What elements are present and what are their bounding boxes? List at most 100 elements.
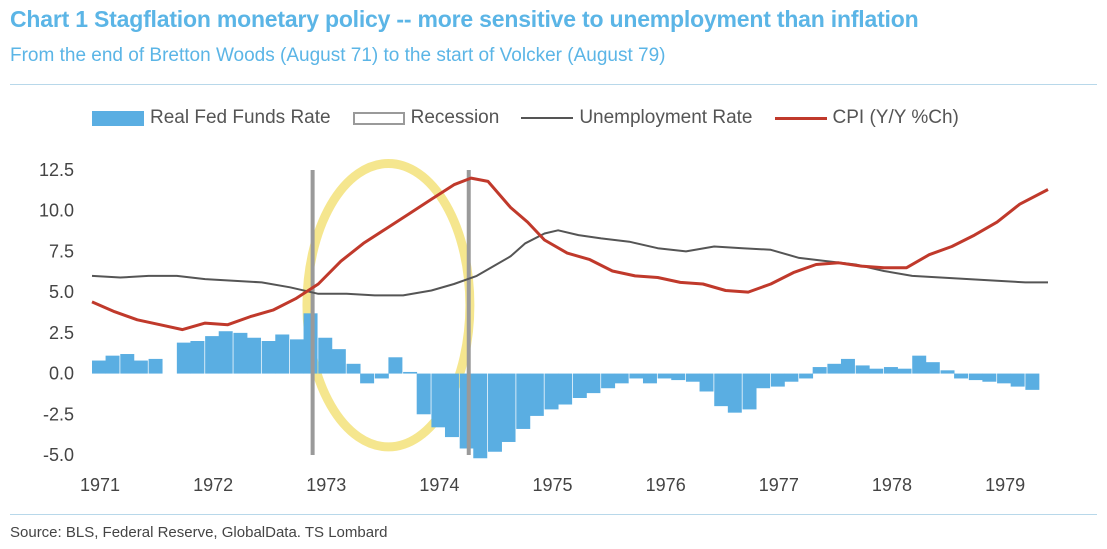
- bar-real-fed-funds: [742, 373, 757, 410]
- bar-real-fed-funds: [289, 339, 304, 374]
- legend-label: Unemployment Rate: [579, 107, 753, 128]
- bar-real-fed-funds: [444, 373, 459, 438]
- bar-real-fed-funds: [473, 373, 488, 459]
- y-tick-label: 7.5: [49, 241, 74, 261]
- y-tick-label: 5.0: [49, 282, 74, 302]
- bar-real-fed-funds: [1010, 373, 1025, 387]
- bar-real-fed-funds: [657, 373, 672, 379]
- x-tick-label: 1973: [306, 475, 346, 495]
- bar-real-fed-funds: [827, 363, 842, 374]
- bar-real-fed-funds: [487, 373, 502, 452]
- bar-real-fed-funds: [727, 373, 742, 413]
- cpi-line: [91, 176, 1049, 332]
- bar-real-fed-funds: [671, 373, 686, 381]
- bar-real-fed-funds: [190, 341, 205, 374]
- bar-real-fed-funds: [303, 313, 318, 374]
- y-tick-label: 12.5: [39, 160, 74, 180]
- bar-real-fed-funds: [360, 373, 375, 384]
- bar-real-fed-funds: [246, 337, 261, 374]
- bar-real-fed-funds: [318, 337, 333, 374]
- bar-real-fed-funds: [756, 373, 771, 389]
- legend-item-unemployment: Unemployment Rate: [521, 107, 753, 129]
- bar-real-fed-funds: [346, 363, 361, 374]
- bar-real-fed-funds: [176, 342, 191, 374]
- bar-real-fed-funds: [883, 367, 898, 374]
- bar-real-fed-funds: [840, 358, 855, 374]
- x-tick-label: 1978: [872, 475, 912, 495]
- bar-real-fed-funds: [544, 373, 559, 410]
- legend-swatch-bar: [92, 110, 144, 126]
- bar-real-fed-funds: [572, 373, 587, 398]
- x-tick-label: 1977: [759, 475, 799, 495]
- legend-label: Real Fed Funds Rate: [150, 107, 331, 128]
- bar-real-fed-funds: [770, 373, 785, 387]
- bar-real-fed-funds: [954, 373, 969, 379]
- bar-real-fed-funds: [233, 332, 248, 374]
- bar-real-fed-funds: [869, 368, 884, 374]
- y-tick-label: -5.0: [43, 445, 74, 465]
- bar-real-fed-funds: [699, 373, 714, 392]
- bar-real-fed-funds: [516, 373, 531, 429]
- chart-title: Chart 1 Stagflation monetary policy -- m…: [10, 6, 919, 32]
- bar-real-fed-funds: [148, 358, 163, 374]
- chart-subtitle: From the end of Bretton Woods (August 71…: [10, 45, 666, 66]
- bar-real-fed-funds: [529, 373, 544, 416]
- legend-swatch-line-red: [774, 116, 827, 120]
- bar-real-fed-funds: [1025, 373, 1040, 390]
- bar-real-fed-funds: [968, 373, 983, 381]
- bar-real-fed-funds: [275, 334, 290, 374]
- source-note: Source: BLS, Federal Reserve, GlobalData…: [10, 524, 388, 541]
- bar-real-fed-funds: [642, 373, 657, 384]
- bottom-divider: [10, 514, 1097, 515]
- bar-real-fed-funds: [388, 357, 403, 374]
- bar-real-fed-funds: [558, 373, 573, 405]
- bar-real-fed-funds: [92, 360, 106, 374]
- x-tick-label: 1976: [646, 475, 686, 495]
- legend-swatch-line: [521, 117, 574, 119]
- x-tick-label: 1971: [80, 475, 120, 495]
- bar-real-fed-funds: [586, 373, 601, 394]
- bar-real-fed-funds: [997, 373, 1012, 384]
- legend-item-real-fed-funds: Real Fed Funds Rate: [92, 107, 331, 129]
- bar-real-fed-funds: [133, 360, 148, 374]
- x-tick-label: 1979: [985, 475, 1025, 495]
- x-tick-label: 1972: [193, 475, 233, 495]
- bar-real-fed-funds: [501, 373, 516, 442]
- bar-real-fed-funds: [925, 362, 940, 374]
- top-divider: [10, 84, 1097, 85]
- bar-real-fed-funds: [784, 373, 799, 382]
- bar-real-fed-funds: [855, 365, 870, 374]
- y-tick-label: 0.0: [49, 364, 74, 384]
- legend-swatch-recession: [352, 111, 405, 125]
- y-tick-label: 10.0: [39, 201, 74, 221]
- bar-real-fed-funds: [614, 373, 629, 384]
- legend-label: Recession: [410, 107, 500, 128]
- bar-real-fed-funds: [601, 373, 616, 389]
- bar-real-fed-funds: [431, 373, 446, 428]
- bar-real-fed-funds: [940, 370, 955, 374]
- bar-real-fed-funds: [912, 355, 927, 374]
- legend-item-cpi: CPI (Y/Y %Ch): [774, 107, 959, 129]
- chart-legend: Real Fed Funds Rate Recession Unemployme…: [92, 106, 981, 130]
- x-tick-label: 1975: [533, 475, 573, 495]
- bar-real-fed-funds: [120, 354, 135, 374]
- legend-label: CPI (Y/Y %Ch): [832, 107, 959, 128]
- bar-real-fed-funds: [714, 373, 729, 407]
- bar-real-fed-funds: [982, 373, 997, 382]
- bar-real-fed-funds: [812, 367, 827, 374]
- bar-real-fed-funds: [629, 373, 644, 379]
- bar-real-fed-funds: [331, 349, 346, 374]
- bar-real-fed-funds: [416, 373, 431, 415]
- y-tick-label: 2.5: [49, 323, 74, 343]
- bar-real-fed-funds: [799, 373, 814, 379]
- bar-real-fed-funds: [218, 331, 233, 374]
- bar-real-fed-funds: [897, 368, 912, 374]
- bar-real-fed-funds: [205, 336, 220, 374]
- bar-real-fed-funds: [459, 373, 474, 449]
- x-tick-label: 1974: [419, 475, 459, 495]
- unemployment-rate-line: [91, 229, 1048, 297]
- bar-real-fed-funds: [261, 341, 276, 374]
- bar-real-fed-funds: [374, 373, 389, 379]
- bar-real-fed-funds: [403, 371, 418, 374]
